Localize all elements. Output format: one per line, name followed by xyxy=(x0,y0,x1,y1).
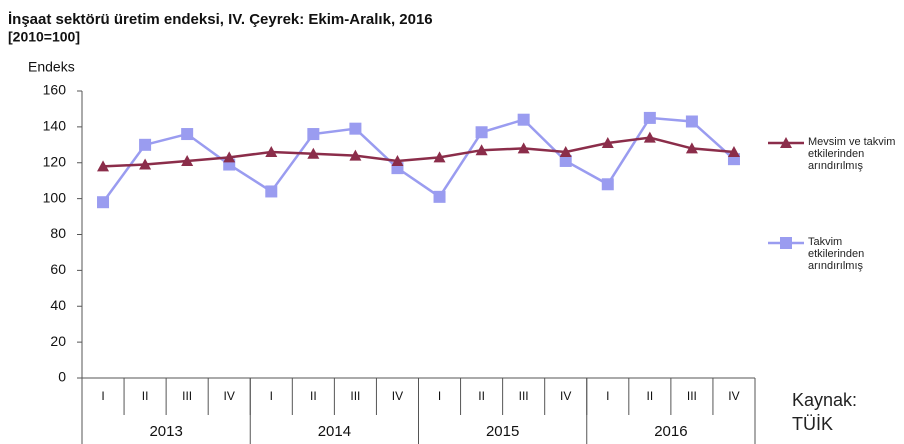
y-tick-label: 80 xyxy=(50,225,66,241)
point xyxy=(181,128,194,141)
x-tick-label: I xyxy=(101,389,104,403)
x-tick-label: I xyxy=(606,389,609,403)
y-tick-label: 60 xyxy=(50,261,66,277)
point xyxy=(601,137,614,149)
y-tick-label: 0 xyxy=(58,369,66,385)
point xyxy=(139,138,152,151)
x-tick-label: II xyxy=(647,389,654,403)
y-tick-label: 100 xyxy=(43,189,67,205)
point xyxy=(685,142,698,154)
point xyxy=(97,196,110,209)
x-tick-label: IV xyxy=(728,389,739,403)
point xyxy=(223,151,236,163)
point xyxy=(559,154,572,167)
point xyxy=(559,145,572,157)
y-tick-label: 40 xyxy=(50,297,66,313)
x-tick-label: IV xyxy=(560,389,571,403)
point xyxy=(643,111,656,124)
legend-label: Takvim etkilerinden arındırılmış xyxy=(808,236,865,272)
point xyxy=(685,115,698,128)
point xyxy=(265,145,278,157)
y-tick-label: 120 xyxy=(43,153,67,169)
point xyxy=(643,131,656,143)
chart-subtitle: [2010=100] xyxy=(8,29,80,45)
x-tick-label: II xyxy=(478,389,485,403)
x-tick-label: III xyxy=(519,389,529,403)
x-tick-label: I xyxy=(438,389,441,403)
point xyxy=(475,126,488,139)
point xyxy=(307,147,320,159)
x-tick-label: III xyxy=(687,389,697,403)
year-label: 2013 xyxy=(149,423,182,440)
point xyxy=(780,137,792,148)
point xyxy=(727,145,740,157)
x-tick-label: IV xyxy=(224,389,235,403)
x-tick-label: III xyxy=(350,389,360,403)
point xyxy=(181,154,194,166)
x-tick-label: IV xyxy=(392,389,403,403)
point xyxy=(517,142,530,154)
series-line xyxy=(102,136,735,168)
point xyxy=(517,113,530,126)
point xyxy=(97,160,110,172)
point xyxy=(433,151,446,163)
legend-label: Mevsim ve takvim etkilerinden arındırılm… xyxy=(808,136,896,172)
x-tick-label: II xyxy=(142,389,149,403)
point xyxy=(391,154,404,166)
y-tick-label: 20 xyxy=(50,333,66,349)
series-line xyxy=(102,116,735,203)
point xyxy=(601,178,614,191)
x-tick-label: I xyxy=(270,389,273,403)
y-tick-label: 160 xyxy=(43,82,67,98)
point xyxy=(265,185,278,198)
year-label: 2014 xyxy=(318,423,351,440)
point xyxy=(349,149,362,161)
y-tick-label: 140 xyxy=(43,118,67,134)
point xyxy=(433,190,446,203)
year-label: 2016 xyxy=(654,423,687,440)
x-tick-label: III xyxy=(182,389,192,403)
point xyxy=(475,144,488,156)
y-axis-label: Endeks xyxy=(28,59,75,75)
point xyxy=(307,128,320,141)
chart-title: İnşaat sektörü üretim endeksi, IV. Çeyre… xyxy=(8,11,433,28)
point xyxy=(780,237,792,249)
point xyxy=(139,158,152,170)
source: Kaynak: TÜİK xyxy=(792,390,858,434)
x-tick-label: II xyxy=(310,389,317,403)
point xyxy=(349,122,362,135)
year-label: 2015 xyxy=(486,423,519,440)
